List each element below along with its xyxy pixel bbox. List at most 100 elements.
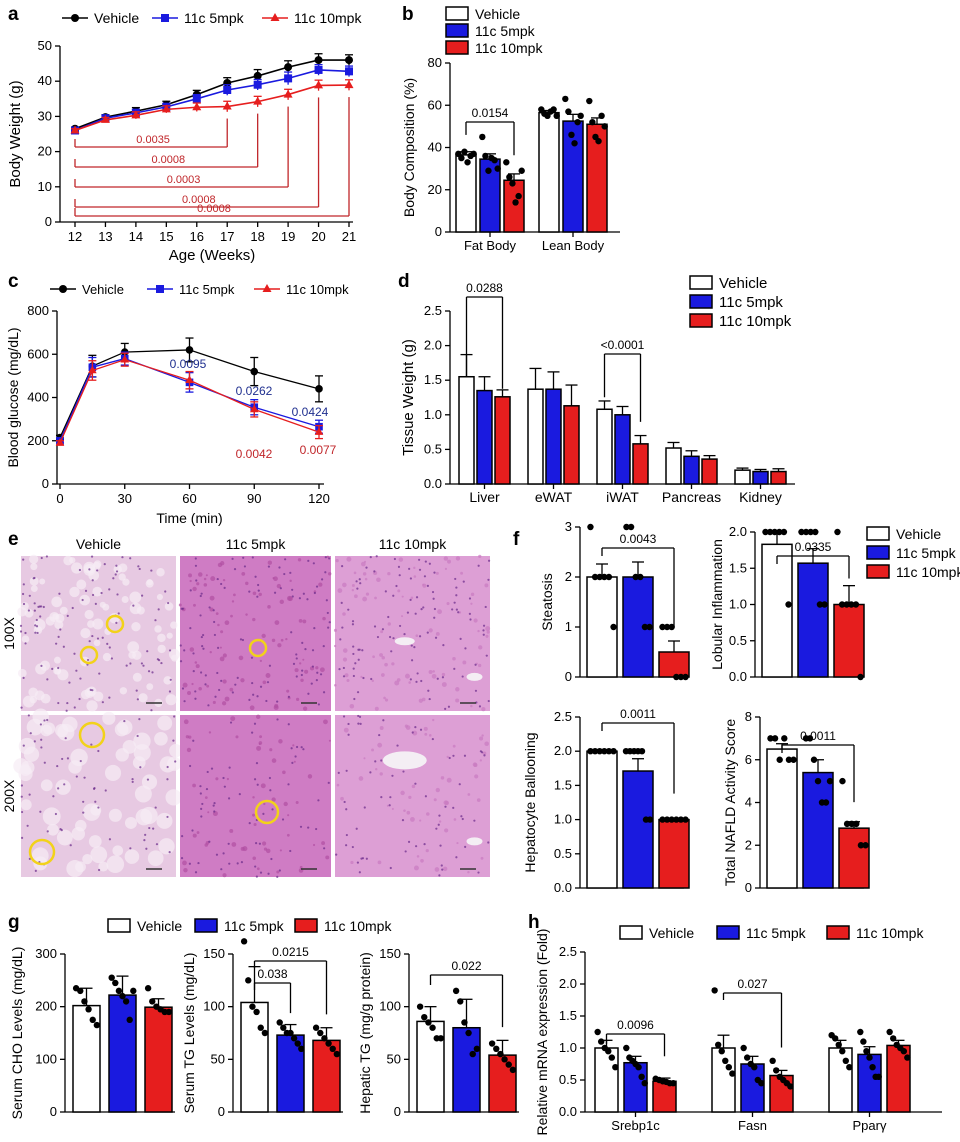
histology-nucleus (91, 634, 94, 638)
histology-nucleus (469, 618, 472, 621)
histology-nucleus (341, 565, 344, 568)
panel-g1-data-point (85, 1006, 92, 1013)
panel-f2-data-point (812, 528, 819, 536)
histology-cell (371, 748, 374, 752)
panel-a-marker (344, 80, 354, 89)
panel-h-legend-swatch (716, 925, 740, 940)
histology-nucleus (452, 754, 455, 757)
panel-f3-data-point (659, 816, 666, 823)
histology-nucleus (376, 635, 380, 639)
histology-nucleus (257, 589, 260, 592)
histology-nucleus (374, 760, 377, 763)
panel-a-marker (314, 80, 324, 89)
panel-f1-data-point (623, 523, 630, 531)
panel-c-pvalue: 0.0042 (236, 447, 273, 461)
histology-nucleus (108, 696, 111, 699)
histology-nucleus (137, 565, 140, 568)
histology-nucleus (101, 636, 104, 639)
panel-h-data-point (758, 1080, 765, 1087)
histology-nucleus (251, 731, 254, 734)
histology-nucleus (220, 679, 223, 682)
panel-b-legend-swatch (445, 23, 469, 38)
histology-highlight-circle (254, 799, 280, 825)
panel-a-pvalue: 0.0035 (136, 134, 170, 146)
histology-cell (418, 698, 423, 703)
histology-nucleus (46, 718, 49, 722)
histology-nucleus (97, 806, 100, 809)
panel-c-x-tick-label: 90 (247, 491, 261, 506)
histology-cell (401, 615, 404, 618)
panel-c-tick-label: 0 (42, 476, 49, 491)
histology-cell (53, 656, 61, 664)
panel-b-data-point (512, 199, 519, 206)
histology-nucleus (356, 691, 360, 694)
histology-nucleus (75, 775, 78, 778)
panel-g1-data-point (81, 998, 88, 1005)
panel-b-legend-swatch (445, 6, 469, 21)
panel-h-data-point (740, 1044, 747, 1052)
histology-cell (93, 691, 104, 702)
histology-nucleus (310, 682, 313, 685)
panel-f2-data-point (857, 673, 864, 681)
panel-h-data-point (597, 1038, 605, 1045)
histology-nucleus (194, 564, 198, 567)
histology-nucleus (59, 828, 62, 831)
histology-image (335, 714, 490, 877)
panel-f4-data-point (771, 735, 779, 742)
histology-cell (377, 860, 382, 865)
histology-cell (40, 693, 51, 704)
histology-nucleus (20, 795, 23, 798)
histology-cell (82, 853, 93, 865)
panel-h-category-label: Fasn (738, 1118, 767, 1133)
histology-nucleus (146, 778, 150, 781)
histology-nucleus (69, 844, 72, 847)
panel-f2-data-point (798, 528, 805, 536)
histology-cell (121, 596, 129, 604)
histology-cell (470, 602, 473, 605)
histology-nucleus (88, 640, 91, 643)
histology-nucleus (387, 615, 390, 619)
panel-h-data-point (886, 1028, 893, 1036)
histology-cell (405, 725, 411, 730)
histology-cell (292, 744, 295, 747)
histology-vessel (394, 637, 415, 646)
panel-g2-tick-label: 100 (203, 999, 225, 1014)
histology-cell (258, 743, 261, 746)
histology-cell (42, 807, 61, 826)
histology-cell (32, 708, 49, 725)
histology-cell (360, 675, 363, 678)
histology-nucleus (384, 590, 387, 593)
histology-cell (189, 647, 195, 652)
panel-g3-data-point (452, 987, 460, 995)
histology-cell (205, 574, 208, 577)
histology-cell (295, 801, 299, 805)
histology-cell (132, 672, 142, 682)
panel-f2-data-point (838, 601, 846, 608)
histology-cell (90, 846, 108, 864)
histology-cell (455, 556, 461, 561)
histology-cell (322, 616, 326, 621)
panel-letter-e: e (8, 529, 19, 550)
panel-b-data-point (464, 159, 471, 166)
panel-h-pvalue: 0.0096 (617, 1018, 654, 1032)
panel-b-data-point (494, 165, 501, 172)
histology-cell (79, 594, 91, 606)
panel-c-x-label: Time (min) (156, 510, 222, 526)
histology-nucleus (319, 673, 323, 676)
panel-g1-data-point (130, 987, 137, 995)
histology-cell (221, 701, 227, 706)
histology-cell (379, 726, 384, 730)
histology-cell (165, 694, 177, 706)
histology-nucleus (256, 595, 259, 598)
histology-cell (224, 696, 230, 702)
panel-b-legend-label: 11c 10mpk (475, 40, 543, 56)
panel-h-data-point (842, 1057, 850, 1065)
histology-nucleus (231, 557, 234, 560)
histology-nucleus (433, 616, 436, 619)
histology-cell (293, 760, 296, 763)
histology-nucleus (369, 771, 372, 774)
histology-cell (112, 845, 124, 856)
histology-nucleus (410, 644, 413, 647)
panel-b-tick-label: 40 (428, 140, 442, 155)
histology-nucleus (369, 556, 372, 559)
